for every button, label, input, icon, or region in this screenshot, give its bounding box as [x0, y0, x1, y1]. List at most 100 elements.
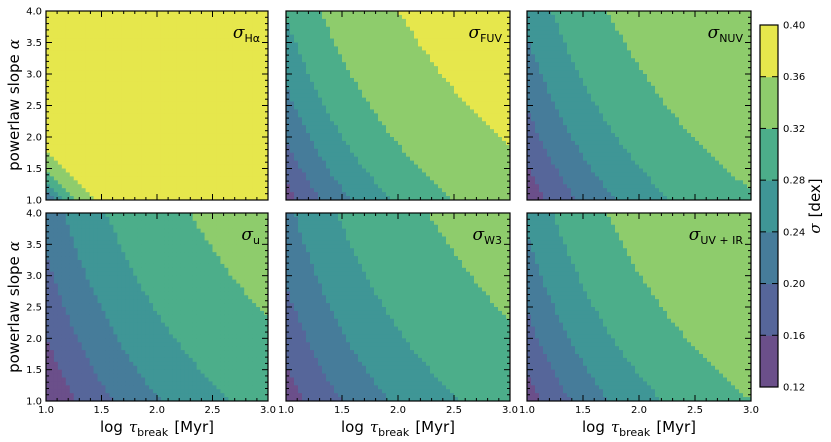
heatmap-cell — [370, 125, 375, 130]
heatmap-cell — [176, 188, 182, 193]
heatmap-cell — [318, 62, 323, 67]
heatmap-cell — [224, 85, 229, 91]
heatmap-cell — [149, 129, 154, 134]
heatmap-cell — [302, 42, 307, 48]
heatmap-cell — [113, 38, 118, 44]
heatmap-cell — [458, 93, 463, 99]
heatmap-cell — [382, 164, 387, 170]
heatmap-cell — [164, 168, 170, 174]
heatmap-cell — [438, 109, 443, 114]
heatmap-cell — [298, 54, 303, 59]
heatmap-cell — [129, 196, 134, 200]
heatmap-cell — [65, 66, 71, 71]
heatmap-cell — [196, 30, 202, 36]
heatmap-cell — [216, 42, 222, 48]
heatmap-cell — [133, 26, 138, 32]
heatmap-cell — [458, 42, 463, 48]
heatmap-cell — [422, 14, 427, 20]
heatmap-cell — [414, 188, 419, 193]
heatmap-cell — [232, 77, 237, 83]
heatmap-cell — [137, 11, 142, 16]
heatmap-cell — [298, 42, 303, 48]
heatmap-cell — [81, 109, 87, 114]
heatmap-cell — [216, 30, 222, 36]
heatmap-cell — [172, 156, 178, 162]
heatmap-cell — [57, 46, 63, 51]
heatmap-cell — [334, 42, 339, 48]
heatmap-cell — [346, 58, 351, 63]
heatmap-cell — [454, 129, 459, 134]
heatmap-cell — [446, 101, 451, 107]
heatmap-cell — [298, 196, 303, 200]
heatmap-cell — [141, 22, 146, 28]
heatmap-cell — [101, 50, 107, 55]
heatmap-cell — [252, 62, 257, 67]
heatmap-cell — [97, 46, 103, 51]
heatmap-cell — [374, 42, 379, 48]
heatmap-cell — [85, 81, 91, 87]
heatmap-cell — [97, 156, 103, 162]
heatmap-cell — [97, 97, 103, 103]
heatmap-cell — [462, 176, 467, 181]
heatmap-cell — [141, 85, 146, 91]
heatmap-cell — [442, 97, 447, 103]
heatmap-cell — [366, 121, 371, 126]
heatmap-cell — [382, 144, 387, 150]
heatmap-cell — [97, 125, 103, 130]
heatmap-cell — [346, 105, 351, 111]
heatmap-cell — [141, 38, 146, 44]
heatmap-cell — [212, 101, 218, 107]
heatmap-cell — [378, 180, 383, 185]
heatmap-cell — [224, 89, 229, 95]
heatmap-cell — [306, 54, 311, 59]
heatmap-cell — [438, 137, 443, 142]
heatmap-cell — [200, 176, 206, 181]
heatmap-cell — [382, 34, 387, 40]
heatmap-cell — [141, 14, 146, 20]
heatmap-cell — [141, 109, 146, 114]
heatmap-cell — [390, 11, 395, 16]
heatmap-cell — [442, 58, 447, 63]
heatmap-cell — [125, 42, 130, 48]
heatmap-cell — [338, 188, 343, 193]
heatmap-cell — [125, 26, 130, 32]
heatmap-cell — [322, 101, 327, 107]
heatmap-cell — [141, 137, 146, 142]
heatmap-cell — [77, 54, 83, 59]
heatmap-cell — [220, 38, 225, 44]
heatmap-cell — [398, 46, 403, 51]
heatmap-cell — [402, 140, 407, 146]
heatmap-cell — [410, 38, 415, 44]
heatmap-cell — [366, 192, 371, 197]
heatmap-cell — [224, 101, 229, 107]
heatmap-cell — [318, 89, 323, 95]
heatmap-cell — [228, 70, 233, 75]
heatmap-cell — [370, 180, 375, 185]
heatmap-cell — [160, 26, 166, 32]
heatmap-cell — [252, 93, 257, 99]
heatmap-cell — [430, 121, 435, 126]
heatmap-cell — [192, 148, 198, 154]
heatmap-cell — [458, 196, 463, 200]
heatmap-cell — [410, 34, 415, 40]
heatmap-cell — [338, 156, 343, 162]
heatmap-cell — [73, 81, 79, 87]
heatmap-cell — [446, 14, 451, 20]
heatmap-cell — [402, 117, 407, 122]
heatmap-cell — [149, 125, 154, 130]
heatmap-cell — [105, 113, 111, 118]
heatmap-cell — [224, 144, 229, 150]
heatmap-cell — [382, 109, 387, 114]
heatmap-cell — [374, 30, 379, 36]
heatmap-cell — [192, 164, 198, 170]
heatmap-cell — [208, 113, 214, 118]
heatmap-cell — [164, 148, 170, 154]
heatmap-cell — [93, 74, 99, 79]
heatmap-cell — [216, 148, 222, 154]
heatmap-cell — [188, 113, 194, 118]
heatmap-cell — [93, 26, 99, 32]
heatmap-cell — [176, 18, 182, 24]
heatmap-cell — [232, 101, 237, 107]
heatmap-cell — [374, 160, 379, 166]
heatmap-cell — [176, 77, 182, 83]
